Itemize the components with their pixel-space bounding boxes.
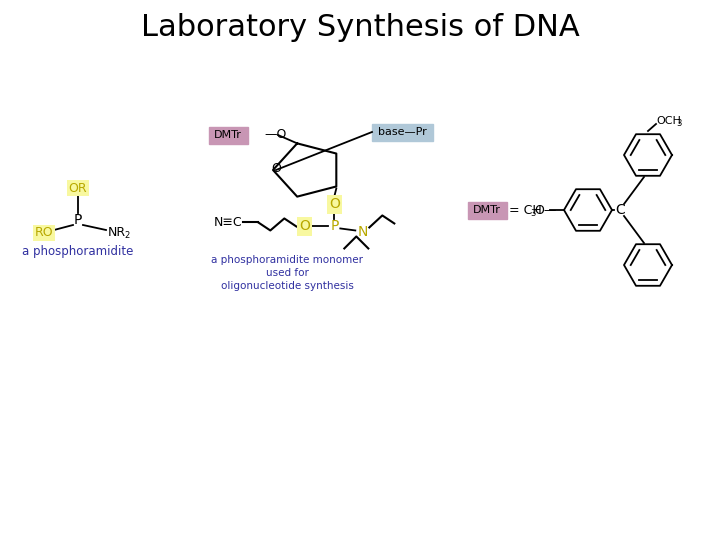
Text: N: N [357, 226, 367, 239]
Text: RO: RO [35, 226, 53, 240]
Text: 3: 3 [676, 119, 681, 129]
Text: base—Pr: base—Pr [377, 127, 426, 137]
Text: NR: NR [108, 226, 126, 240]
Text: O: O [329, 198, 340, 212]
Text: O: O [299, 219, 310, 233]
Text: P: P [330, 219, 338, 233]
Text: N≡C: N≡C [214, 216, 243, 229]
Text: 2: 2 [124, 232, 130, 240]
Text: OR: OR [68, 181, 87, 194]
Text: Laboratory Synthesis of DNA: Laboratory Synthesis of DNA [140, 14, 580, 43]
Text: a phosphoramidite: a phosphoramidite [22, 246, 134, 259]
Text: C: C [615, 203, 625, 217]
Text: = CH: = CH [509, 204, 541, 217]
Text: P: P [74, 213, 82, 227]
Text: DMTr: DMTr [214, 130, 242, 140]
FancyBboxPatch shape [209, 126, 248, 144]
FancyBboxPatch shape [467, 201, 506, 219]
Text: oligonucleotide synthesis: oligonucleotide synthesis [220, 281, 354, 291]
Text: 3: 3 [530, 208, 536, 218]
Text: —O: —O [264, 129, 287, 141]
Text: a phosphoramidite monomer: a phosphoramidite monomer [211, 255, 363, 265]
FancyBboxPatch shape [372, 124, 433, 140]
Text: used for: used for [266, 268, 308, 278]
Text: O: O [271, 161, 281, 174]
Text: OCH: OCH [656, 116, 681, 126]
Text: DMTr: DMTr [473, 205, 501, 215]
Text: O—: O— [534, 204, 557, 217]
